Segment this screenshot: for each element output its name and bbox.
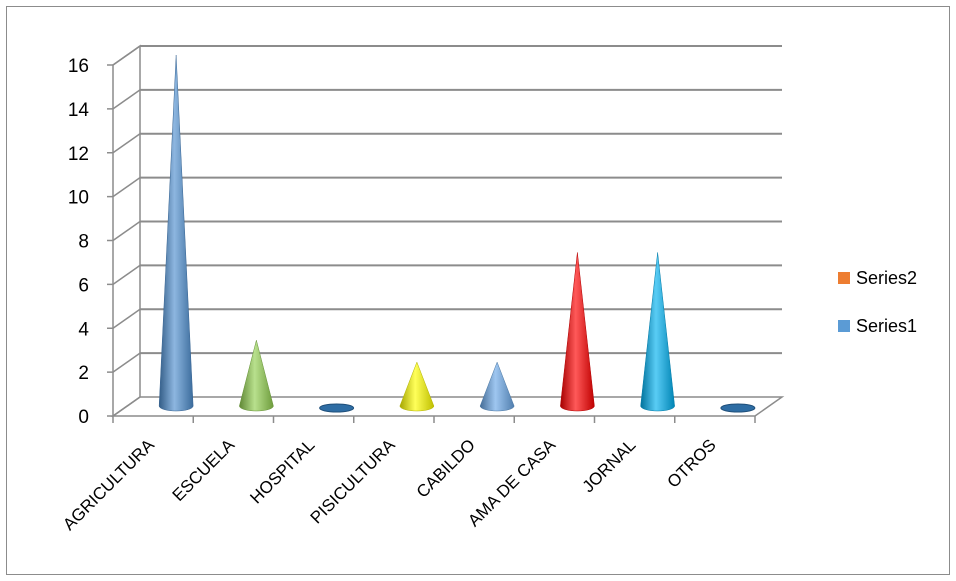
chart-frame — [6, 6, 950, 575]
y-tick-label: 14 — [68, 100, 90, 121]
x-category-label: AGRICULTURA — [59, 435, 158, 534]
cone-mark — [319, 403, 355, 413]
cone-mark — [640, 252, 675, 412]
y-tick-label: 4 — [78, 319, 89, 340]
legend-label-series2: Series2 — [856, 268, 917, 288]
y-tick-label: 12 — [68, 144, 89, 165]
gridline-diagonal — [112, 352, 141, 373]
y-tick-label: 6 — [78, 275, 89, 296]
gridline-diagonal — [112, 89, 141, 110]
gridline-diagonal — [112, 45, 141, 66]
gridline-diagonal — [112, 308, 141, 329]
x-category-label: JORNAL — [579, 435, 640, 496]
y-tick-label: 10 — [68, 188, 89, 209]
gridline-diagonal — [112, 220, 141, 242]
x-category-label: CABILDO — [413, 435, 479, 501]
floor — [110, 396, 785, 417]
y-tick-label: 16 — [68, 56, 89, 77]
y-tick-label: 2 — [78, 363, 89, 384]
x-category-label: ESCUELA — [169, 435, 239, 505]
cone-mark — [560, 252, 595, 412]
legend-swatch-series2 — [838, 272, 850, 284]
legend-swatch-series1 — [838, 320, 850, 332]
cone-mark — [720, 403, 756, 413]
x-category-label: AMA DE CASA — [464, 435, 559, 530]
cone-mark — [399, 361, 435, 412]
x-category-label: HOSPITAL — [246, 435, 318, 507]
x-category-label: OTROS — [664, 435, 720, 491]
y-tick-label: 0 — [78, 407, 89, 428]
gridline-diagonal — [112, 177, 141, 198]
cone-mark — [239, 339, 274, 412]
legend-label-series1: Series1 — [856, 316, 917, 336]
x-category-label: PISICULTURA — [307, 435, 399, 527]
y-tick-label: 8 — [78, 232, 89, 253]
cone-mark — [479, 361, 515, 412]
cone-mark — [158, 54, 194, 412]
gridline-diagonal — [112, 264, 141, 285]
gridline-diagonal — [112, 133, 141, 154]
